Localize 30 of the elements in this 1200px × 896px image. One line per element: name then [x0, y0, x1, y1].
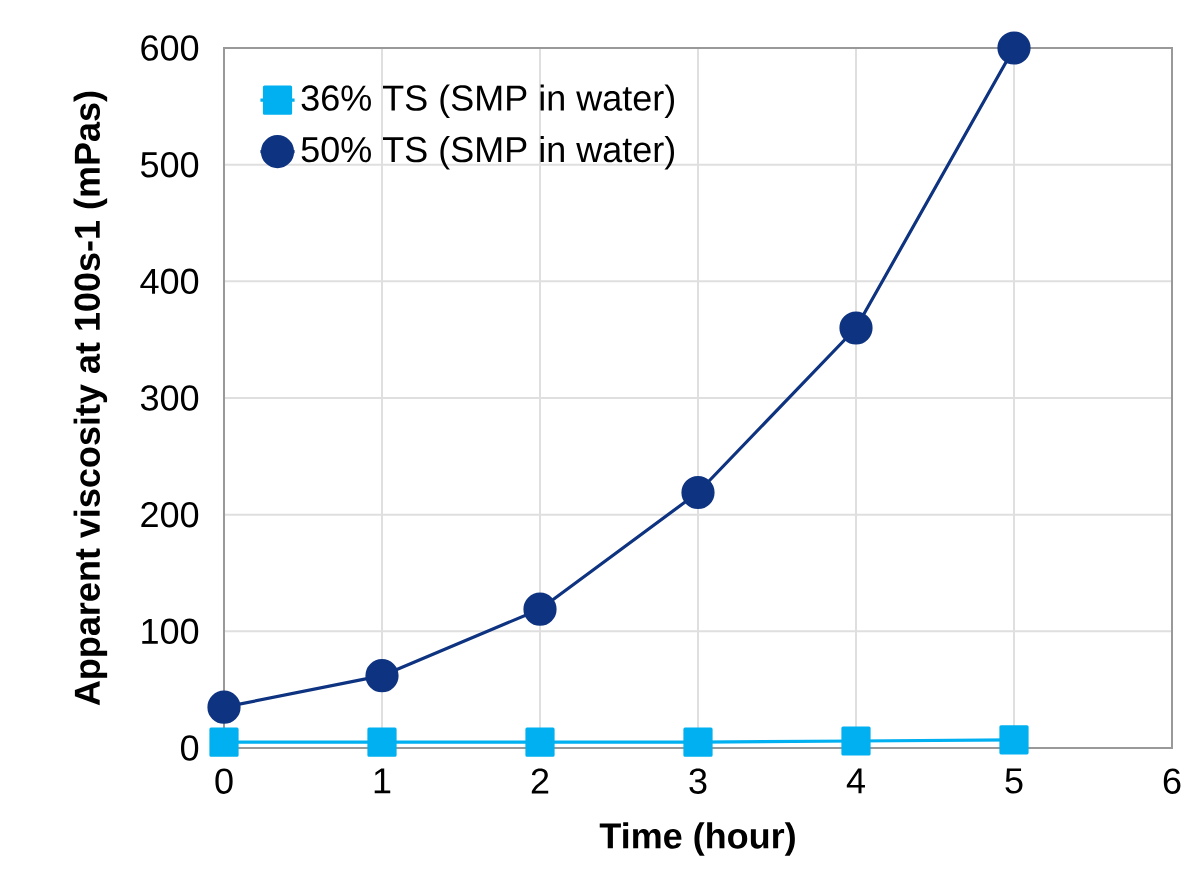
x-tick-label: 2	[531, 768, 549, 794]
x-tick-label: 1	[374, 768, 391, 794]
point	[997, 31, 1031, 65]
point	[365, 659, 399, 693]
y-tick-label: 500	[140, 151, 199, 178]
point	[839, 311, 873, 345]
legend-label: 50% TS (SMP in water)	[301, 135, 674, 170]
x-tick-label: 4	[846, 768, 865, 794]
x-tick-label: 0	[215, 768, 233, 794]
y-tick-label: 400	[140, 268, 199, 295]
x-tick-label: 3	[689, 768, 707, 794]
point	[523, 592, 557, 626]
point	[841, 726, 871, 756]
point	[367, 727, 397, 757]
point	[209, 727, 239, 757]
x-tick-label: 6	[1163, 768, 1181, 794]
x-axis-title: Time (hour)	[599, 822, 795, 856]
y-tick-label: 200	[141, 501, 199, 528]
y-axis-title: Apparent viscosity at 100s-1 (mPas)	[73, 91, 108, 706]
point	[207, 690, 241, 724]
y-tick-label: 600	[141, 35, 199, 61]
y-tick-label: 100	[142, 618, 199, 645]
x-tick-label: 5	[1005, 768, 1023, 794]
point	[999, 725, 1029, 755]
point	[683, 727, 713, 757]
point	[525, 727, 555, 757]
legend-label: 36% TS (SMP in water)	[301, 84, 674, 118]
point	[681, 475, 715, 510]
y-tick-label: 300	[140, 385, 199, 411]
y-tick-label: 0	[180, 735, 199, 761]
